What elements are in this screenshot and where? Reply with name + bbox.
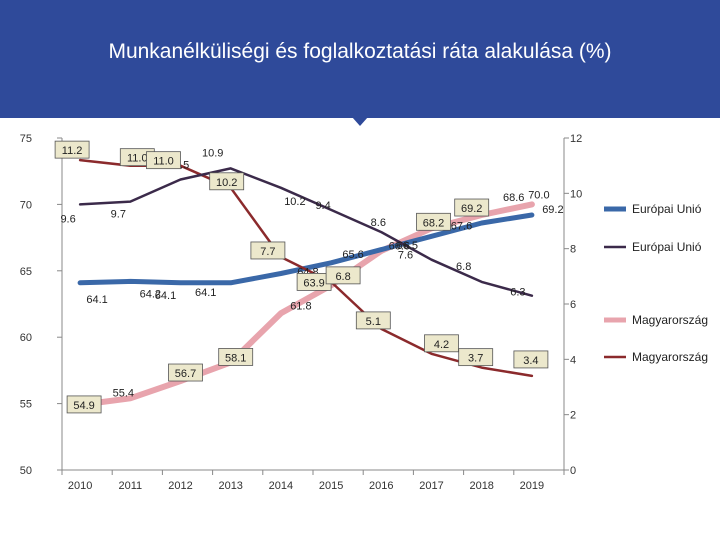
right-tick-label: 8 <box>570 244 576 256</box>
left-tick-label: 70 <box>20 199 32 211</box>
x-tick-label: 2013 <box>218 480 242 492</box>
right-tick-label: 2 <box>570 410 576 422</box>
data-label-box <box>168 363 203 382</box>
legend-label: Európai Unió <box>632 240 702 254</box>
data-label: 64.2 <box>140 288 161 300</box>
data-label-box <box>424 334 459 353</box>
data-labels: 64.1 64.264.1 64.164.865.666.667.668.669.2… <box>54 140 564 414</box>
x-tick-label: 2016 <box>369 480 393 492</box>
banner-pointer <box>352 117 368 126</box>
data-label-box <box>218 348 254 366</box>
data-label: 66.6 <box>389 241 410 253</box>
data-label-box <box>454 198 490 217</box>
banner-bottom-band <box>0 110 720 118</box>
data-label: 6.8 <box>456 261 471 273</box>
data-label-box <box>355 311 391 330</box>
data-label: 64.1 <box>195 287 216 299</box>
x-tick-label: 2014 <box>269 480 293 492</box>
data-label: 69.2 <box>461 203 482 215</box>
data-label: 64.1 <box>86 294 107 306</box>
data-label: 66.5 <box>397 240 418 252</box>
data-label: 68.6 <box>503 192 524 204</box>
series-line-2 <box>77 201 535 408</box>
data-label: 56.7 <box>175 368 196 380</box>
data-label: 8.6 <box>371 217 386 229</box>
data-label: 9.7 <box>111 209 126 221</box>
data-label: 63.9 <box>303 277 324 289</box>
data-label-box <box>66 395 102 414</box>
data-label-box <box>250 241 286 260</box>
data-label: 7.7 <box>260 246 275 258</box>
legend: Európai Unió Európai Unió Magyarország Magy… <box>604 202 708 364</box>
left-tick-label: 65 <box>20 266 32 278</box>
data-label: 67.6 <box>451 220 472 232</box>
left-tick-label: 50 <box>20 465 32 477</box>
data-label-box <box>416 212 451 231</box>
data-label-box <box>458 348 494 367</box>
data-label-box <box>513 350 549 369</box>
data-label: 70.0 <box>528 189 549 201</box>
data-label: 58.1 <box>225 352 246 364</box>
x-tick-label: 2015 <box>319 480 343 492</box>
legend-label: Magyarország <box>632 350 708 364</box>
series-line-1 <box>78 167 534 297</box>
data-label: 4.2 <box>434 339 449 351</box>
x-tick-label: 2019 <box>520 480 544 492</box>
data-label: 61.8 <box>290 300 311 312</box>
x-tick-label: 2017 <box>419 480 443 492</box>
data-label: 54.9 <box>73 400 94 412</box>
data-label: 5.1 <box>366 316 381 328</box>
chart-title: Munkanélküliségi és foglalkoztatási ráta… <box>108 40 612 63</box>
x-tick-label: 2010 <box>68 480 92 492</box>
data-label-box <box>54 140 90 159</box>
data-label-box <box>209 172 245 191</box>
data-label: 11.0 <box>153 156 174 168</box>
x-tick-label: 2018 <box>469 480 493 492</box>
x-tick-label: 2012 <box>168 480 192 492</box>
data-label: 55.4 <box>113 387 134 399</box>
data-label: 10.2 <box>216 177 237 189</box>
right-tick-label: 12 <box>570 133 582 145</box>
data-label-box <box>146 151 181 170</box>
data-label: 9.4 <box>315 200 330 212</box>
data-label: 6.8 <box>335 271 350 283</box>
data-label: 6.3 <box>510 287 525 299</box>
left-tick-label: 60 <box>20 332 32 344</box>
data-label: 10.2 <box>284 196 305 208</box>
data-label-box <box>325 266 361 285</box>
data-label: 7.6 <box>398 250 413 262</box>
right-tick-label: 10 <box>570 188 582 200</box>
data-label: 11.2 <box>62 145 83 157</box>
legend-label: Európai Unió <box>632 202 702 216</box>
data-label: 69.2 <box>542 204 563 216</box>
x-tick-label: 2011 <box>118 480 142 492</box>
left-tick-label: 75 <box>20 133 32 145</box>
right-tick-label: 6 <box>570 299 576 311</box>
data-label: 3.4 <box>523 355 538 367</box>
legend-label: Magyarország <box>632 313 708 327</box>
right-tick-label: 4 <box>570 354 576 366</box>
right-tick-label: 0 <box>570 465 576 477</box>
left-tick-label: 55 <box>20 399 32 411</box>
title-banner: Munkanélküliségi és foglalkoztatási ráta… <box>0 0 720 110</box>
data-label: 10.9 <box>202 147 223 159</box>
data-label: 68.2 <box>423 217 444 229</box>
data-label: 64.1 <box>155 290 176 302</box>
data-label: 65.6 <box>342 249 363 261</box>
data-label: 3.7 <box>468 353 483 365</box>
data-label: 11.0 <box>127 153 148 165</box>
data-label: 9.6 <box>60 213 75 225</box>
